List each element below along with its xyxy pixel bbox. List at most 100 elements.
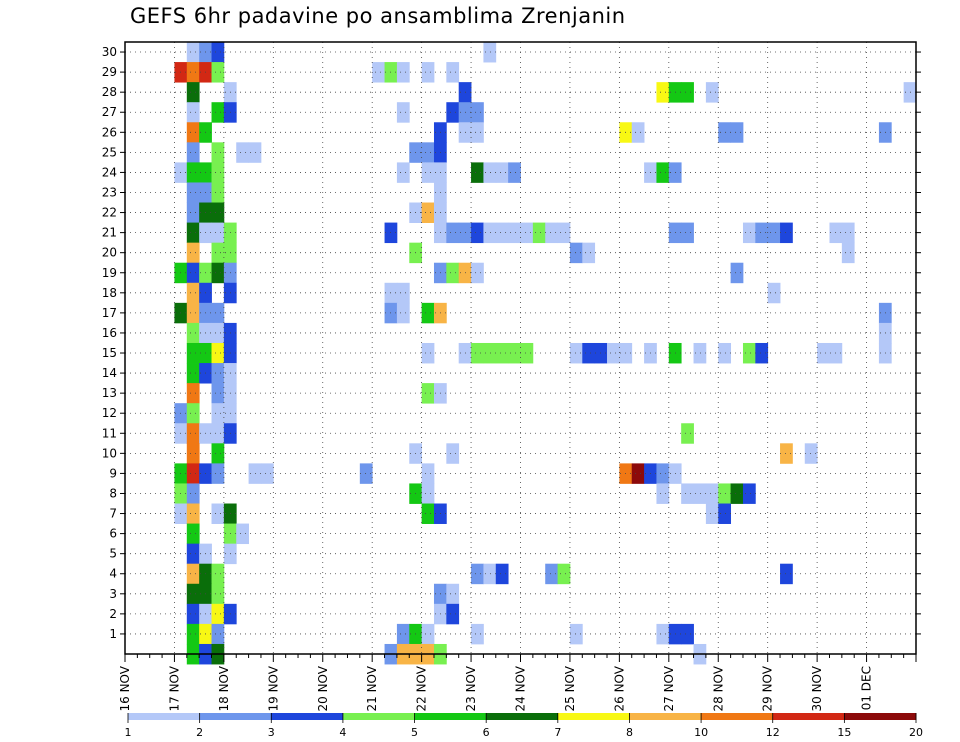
y-tick-label: 5 [109, 547, 117, 561]
x-tick-label: 24 NOV [514, 665, 528, 711]
heatmap-cell [569, 623, 583, 645]
y-tick-label: 1 [109, 627, 117, 641]
colorbar-label: 10 [694, 726, 708, 739]
heatmap-cell [421, 483, 435, 504]
y-tick-label: 10 [102, 446, 117, 460]
y-tick-label: 18 [102, 286, 117, 300]
colorbar-label: 6 [483, 726, 490, 739]
heatmap-cell [211, 222, 225, 244]
heatmap-cell [483, 563, 497, 585]
heatmap-cell [631, 122, 645, 143]
heatmap-cell [742, 342, 756, 364]
colorbar-swatch [271, 713, 344, 720]
heatmap-cell [446, 583, 460, 605]
heatmap-cell [421, 202, 435, 223]
heatmap-cell [211, 262, 225, 284]
x-tick-label: 01 DEC [860, 666, 874, 710]
x-tick-label: 27 NOV [662, 665, 676, 711]
heatmap-cell [211, 583, 225, 605]
heatmap-cell [186, 82, 200, 103]
heatmap-cell [705, 483, 719, 504]
heatmap-cell [681, 423, 694, 444]
heatmap-cell [186, 222, 200, 244]
heatmap-cell [446, 262, 460, 284]
heatmap-cell [260, 463, 274, 484]
heatmap-cell [211, 563, 225, 585]
heatmap-cell [421, 463, 435, 484]
heatmap-cell [742, 222, 756, 244]
heatmap-cell [841, 222, 855, 244]
heatmap-cell [693, 483, 707, 504]
heatmap-cell [681, 483, 694, 504]
x-tick-label: 20 NOV [316, 665, 330, 711]
heatmap-cell [557, 563, 571, 585]
heatmap-cell [211, 42, 225, 63]
y-tick-label: 6 [109, 527, 117, 541]
heatmap-cell [421, 302, 435, 324]
heatmap-cell [656, 82, 670, 103]
heatmap-cell [780, 563, 793, 585]
heatmap-cell [841, 242, 855, 264]
chart-title: GEFS 6hr padavine po ansamblima Zrenjani… [130, 4, 626, 28]
colorbar-swatch [414, 713, 487, 720]
heatmap-cell [186, 483, 200, 504]
y-tick-label: 24 [102, 165, 117, 179]
heatmap-cell [730, 483, 744, 504]
heatmap-cell [211, 142, 225, 163]
heatmap-cell [211, 342, 225, 364]
heatmap-cell [186, 543, 200, 565]
heatmap-cell [804, 443, 818, 464]
axis-ticks: 1234567891011121314151617181920212223242… [102, 45, 921, 712]
heatmap-cell [396, 102, 410, 123]
heatmap-cell [396, 62, 410, 83]
heatmap-cell [681, 222, 694, 244]
y-tick-label: 12 [102, 406, 117, 420]
heatmap-cell [446, 603, 460, 625]
y-tick-label: 4 [109, 567, 117, 581]
heatmap-cell [495, 162, 509, 183]
heatmap-cell [211, 443, 225, 464]
heatmap-cell [631, 463, 645, 484]
heatmap-cell [656, 623, 670, 645]
heatmap-cell [483, 162, 497, 183]
heatmap-cell [471, 342, 484, 364]
heatmap-cell [186, 202, 200, 223]
heatmap-cell [211, 603, 225, 625]
heatmap-cell [755, 222, 769, 244]
y-tick-label: 11 [102, 426, 117, 440]
heatmap-cell [211, 463, 225, 484]
heatmap-cell [186, 242, 200, 264]
heatmap-cell [718, 342, 732, 364]
heatmap-cell [705, 82, 719, 103]
heatmap-cell [359, 463, 373, 484]
heatmap-cell [186, 443, 200, 464]
x-tick-label: 17 NOV [167, 665, 181, 711]
heatmap-cell [446, 443, 460, 464]
y-tick-label: 15 [102, 346, 117, 360]
y-tick-label: 7 [109, 507, 117, 521]
colorbar-swatch [128, 713, 201, 720]
x-tick-label: 22 NOV [415, 665, 429, 711]
heatmap-cell [471, 623, 484, 645]
x-tick-label: 28 NOV [711, 665, 725, 711]
heatmap-cell [211, 623, 225, 645]
heatmap-cell [582, 342, 596, 364]
x-tick-label: 18 NOV [217, 665, 231, 711]
colorbar-label: 4 [339, 726, 346, 739]
colorbar-label: 12 [766, 726, 780, 739]
heatmap-cell [211, 202, 225, 223]
heatmap-cell [421, 62, 435, 83]
heatmap-cell [211, 62, 225, 83]
heatmap-cell [372, 62, 385, 83]
y-tick-label: 21 [102, 226, 117, 240]
heatmap-cell [186, 42, 200, 63]
heatmap-cell [780, 222, 793, 244]
heatmap-cell [471, 222, 484, 244]
colorbar-swatch [557, 713, 630, 720]
colorbar-label: 3 [268, 726, 275, 739]
heatmap-cell [557, 222, 571, 244]
y-tick-label: 25 [102, 145, 117, 159]
heatmap-cell [186, 503, 200, 524]
heatmap-cell [186, 102, 200, 123]
colorbar-swatch [629, 713, 702, 720]
